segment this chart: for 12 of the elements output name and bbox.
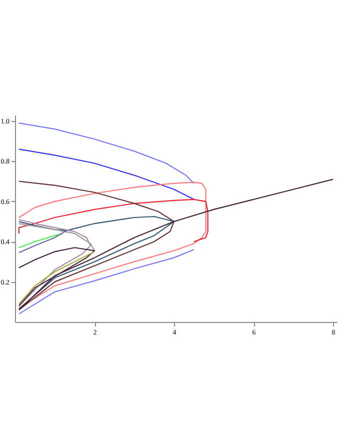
line-series xyxy=(18,182,206,308)
line-series xyxy=(18,222,96,252)
line-series xyxy=(18,122,194,184)
line-series xyxy=(18,249,194,315)
line-series xyxy=(18,148,194,200)
line-series xyxy=(18,178,334,310)
line-series xyxy=(18,180,175,310)
line-series xyxy=(18,216,175,310)
line-series xyxy=(18,198,208,242)
line-series xyxy=(18,233,64,248)
line-series xyxy=(18,218,92,306)
line-series xyxy=(18,230,68,254)
